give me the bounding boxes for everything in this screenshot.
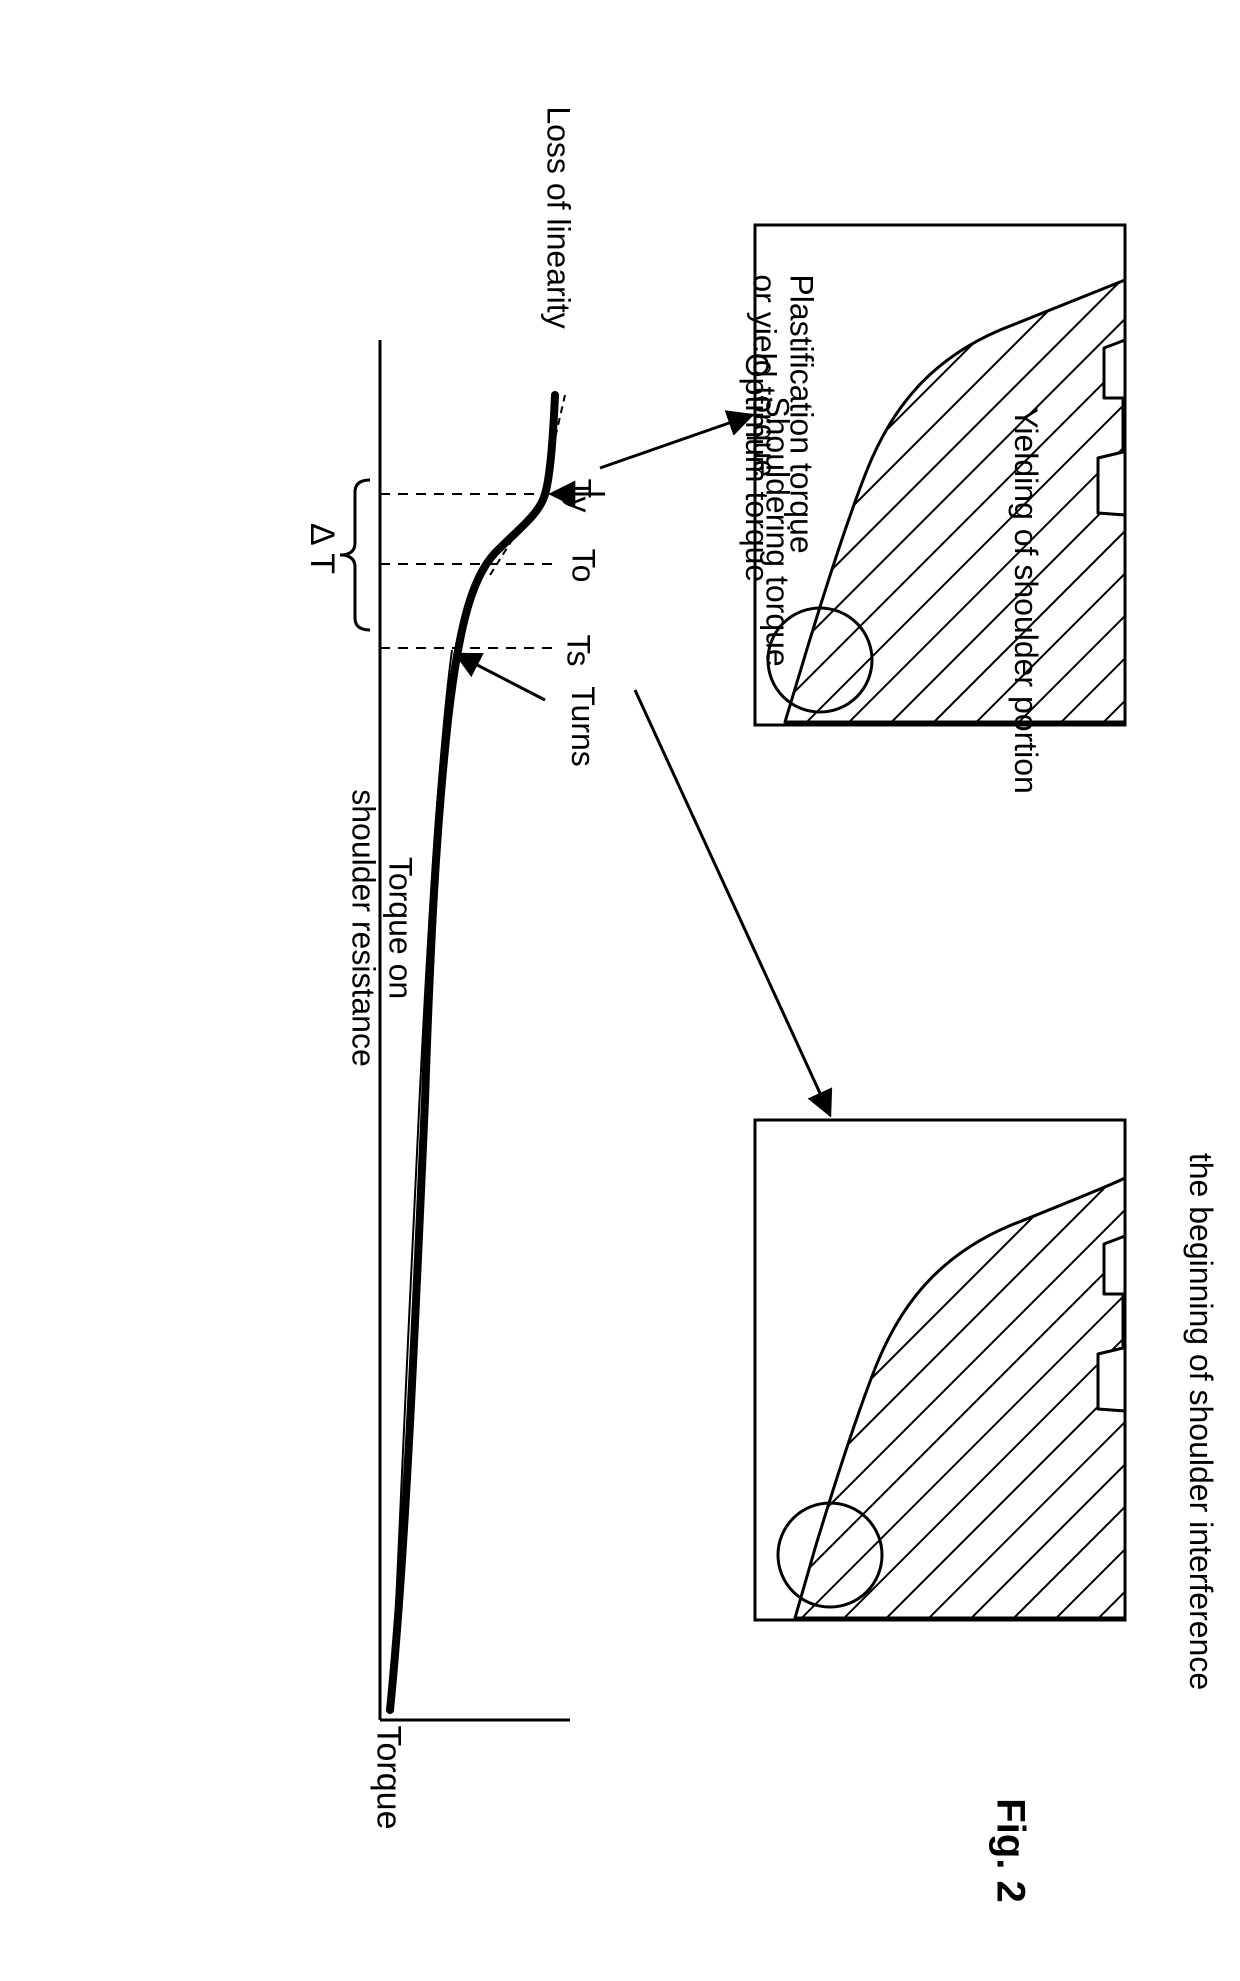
x-axis-label: Turns — [563, 686, 600, 767]
delta-t-label: Δ T — [302, 523, 341, 574]
ty-tick: Ty — [560, 479, 597, 513]
inset-top-caption: Yielding of shoulder portion — [1006, 407, 1043, 794]
figure-svg — [0, 0, 1240, 1981]
inset-bottom-caption: the beginning of shoulder interference — [1182, 1153, 1219, 1690]
ts-tick: Ts — [559, 635, 596, 667]
figure-label: Fig. 2 — [987, 1798, 1032, 1902]
y-axis-label: Torque — [368, 1726, 407, 1830]
figure-stage: Torque Turns Loss of linearity Torque on… — [0, 0, 1240, 1981]
to-tick: To — [564, 549, 601, 583]
shoulder-resistance-label: Torque onshoulder resistance — [345, 790, 419, 1067]
loss-of-linearity-label: Loss of linearity — [539, 106, 576, 328]
ts-label: Shouldering torque — [758, 396, 795, 666]
